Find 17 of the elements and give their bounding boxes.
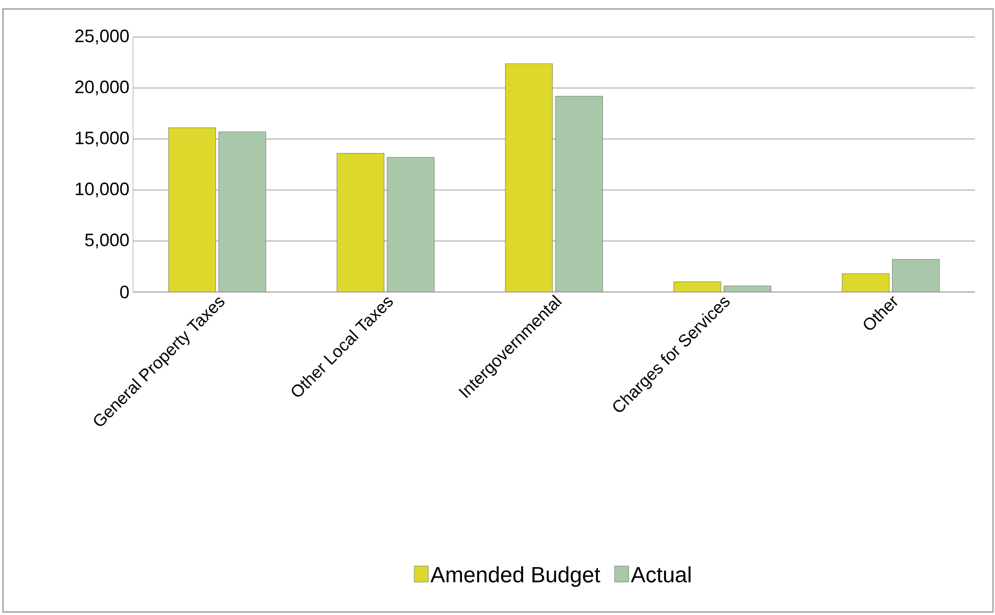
y-tick-label: 0 [120,286,129,298]
y-tick-label: 20,000 [75,80,129,96]
bar [674,282,721,292]
bar [218,132,266,292]
y-tick-label: 10,000 [76,182,129,198]
y-tick-label: 25,000 [75,30,129,44]
legend-label: Actual [630,566,691,582]
legend-label: Amended Budget [430,566,600,587]
bar [892,259,940,292]
bar [386,157,434,292]
bar [336,153,384,292]
bar [842,273,890,292]
bar [505,63,553,292]
bar [168,128,216,292]
y-tick-label: 5,000 [85,234,129,248]
y-tick-label: 15,000 [76,132,129,146]
bar [555,96,603,292]
